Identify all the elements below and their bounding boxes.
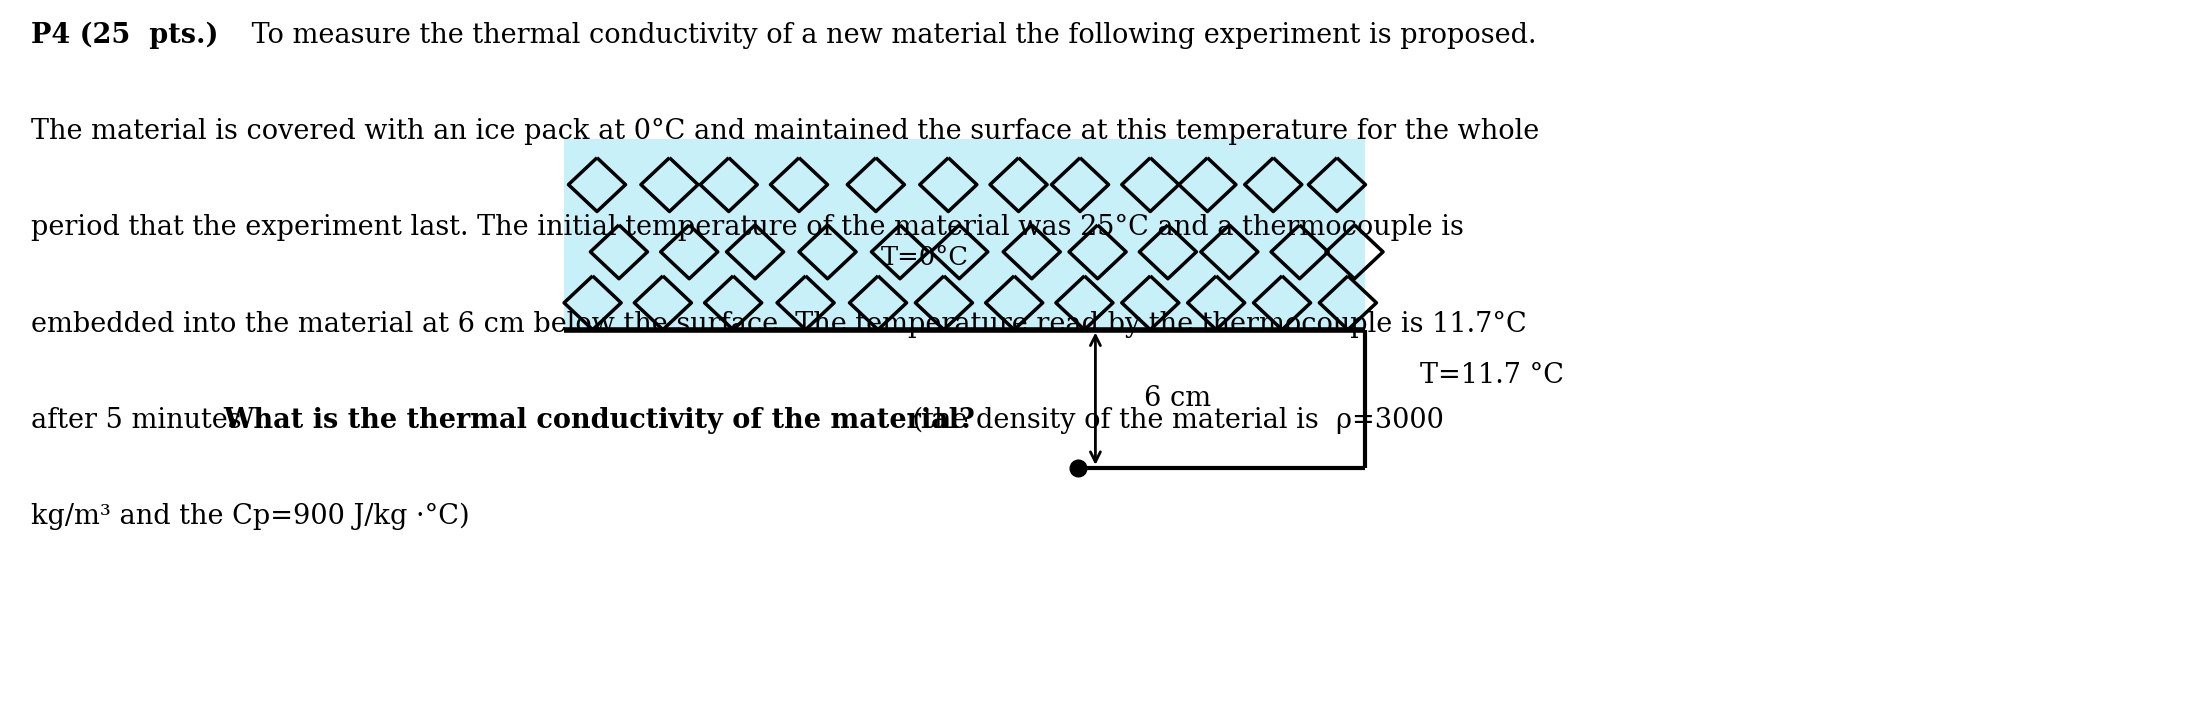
Text: To measure the thermal conductivity of a new material the following experiment i: To measure the thermal conductivity of a… (242, 22, 1536, 49)
FancyBboxPatch shape (564, 139, 1366, 329)
Text: T=11.7 °C: T=11.7 °C (1419, 362, 1565, 390)
Text: after 5 minutes.: after 5 minutes. (31, 407, 267, 434)
Text: T=0°C: T=0°C (882, 245, 970, 270)
Text: embedded into the material at 6 cm below the surface. The temperature read by th: embedded into the material at 6 cm below… (31, 311, 1525, 338)
Text: kg/m³ and the Cp=900 J/kg ·°C): kg/m³ and the Cp=900 J/kg ·°C) (31, 503, 469, 531)
Text: 6 cm: 6 cm (1144, 385, 1210, 412)
Text: (the density of the material is  ρ=3000: (the density of the material is ρ=3000 (904, 407, 1444, 434)
Text: P4 (25  pts.): P4 (25 pts.) (31, 22, 218, 49)
Text: What is the thermal conductivity of the material?: What is the thermal conductivity of the … (225, 407, 976, 434)
Text: The material is covered with an ice pack at 0°C and maintained the surface at th: The material is covered with an ice pack… (31, 118, 1538, 145)
Text: period that the experiment last. The initial temperature of the material was 25°: period that the experiment last. The ini… (31, 214, 1463, 241)
